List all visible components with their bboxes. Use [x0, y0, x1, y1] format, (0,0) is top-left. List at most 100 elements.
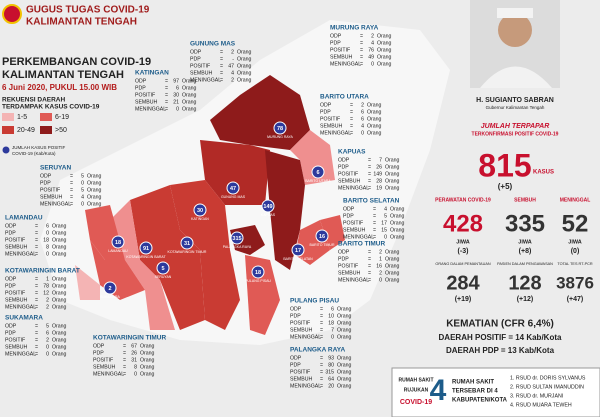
row-label: PDP	[5, 230, 16, 236]
row-label: PDP	[290, 313, 301, 319]
row-label: PDP	[343, 213, 354, 219]
hospital-box	[391, 367, 600, 417]
unit: Orang	[52, 223, 67, 229]
equals: =	[123, 364, 126, 370]
row-label: ODP	[135, 78, 147, 84]
row-label: ODP	[290, 306, 302, 312]
row-value: 47	[228, 63, 234, 69]
equals: =	[368, 256, 371, 262]
equals: =	[220, 56, 223, 62]
row-label: PDP	[330, 40, 341, 46]
row-value: 6	[361, 109, 364, 115]
equals: =	[70, 194, 73, 200]
row-value: 0	[371, 61, 374, 67]
unit: Orang	[377, 61, 392, 67]
row-label: SEMBUH	[190, 70, 212, 76]
row-value: 15	[381, 227, 387, 233]
unit: Orang	[385, 256, 400, 262]
marker-value: 149	[263, 204, 272, 210]
row-value: 26	[376, 164, 382, 170]
region-barito-timur	[320, 215, 345, 250]
equals: =	[165, 78, 168, 84]
row-value: 315	[325, 369, 334, 375]
stat2-delta: (+19)	[455, 296, 472, 303]
equals: =	[35, 344, 38, 350]
row-value: 0	[46, 230, 49, 236]
equals: =	[220, 49, 223, 55]
unit: Orang	[377, 33, 392, 39]
row-label: SEMBUH	[135, 99, 157, 105]
row-label: MENINGGAL	[190, 77, 221, 83]
unit: Orang	[182, 85, 197, 91]
map-marker	[291, 243, 305, 257]
unit: Orang	[385, 171, 400, 177]
map-region-name: SERUYAN	[155, 275, 172, 279]
legend-item: 1-5	[17, 114, 27, 121]
row-value: 2	[379, 249, 382, 255]
row-value: 4	[231, 70, 234, 76]
legend-item: >50	[55, 127, 67, 134]
hospital-desc: KABUPATEN/KOTA	[452, 398, 508, 404]
unit: Orang	[52, 304, 67, 310]
map-region-name: GUNUNG MAS	[221, 195, 246, 199]
unit: Orang	[367, 123, 382, 129]
marker-value: 91	[143, 246, 149, 252]
map-marker	[193, 203, 207, 217]
map-region-name: KOTAWARINGIN BARAT	[126, 255, 166, 259]
row-value: 80	[328, 362, 334, 368]
hospital-desc: TERSEBAR DI 4	[452, 389, 498, 395]
unit: Orang	[87, 201, 102, 207]
unit: Orang	[385, 164, 400, 170]
hospital-label: RUJUKAN	[404, 387, 429, 393]
row-label: POSITIF	[338, 171, 358, 177]
region-name: KOTAWARINGIN TIMUR	[93, 335, 166, 342]
photo-cap	[497, 8, 533, 18]
row-label: ODP	[338, 157, 350, 163]
equals: =	[360, 33, 363, 39]
row-label: MENINGGAL	[290, 334, 321, 340]
row-label: PDP	[190, 56, 201, 62]
map-marker	[111, 235, 125, 249]
map	[75, 75, 345, 335]
map-region-name: BARITO TIMUR	[310, 243, 335, 247]
equals: =	[35, 276, 38, 282]
row-label: SEMBUH	[290, 376, 312, 382]
row-label: MENINGGAL	[5, 251, 36, 257]
row-value: 8	[134, 364, 137, 370]
equals: =	[368, 164, 371, 170]
unit: Orang	[182, 92, 197, 98]
row-value: 26	[131, 350, 137, 356]
legend-swatch	[40, 126, 52, 134]
row-value: 0	[134, 371, 137, 377]
row-label: ODP	[93, 343, 105, 349]
unit: Orang	[140, 350, 155, 356]
equals: =	[165, 92, 168, 98]
row-value: 78	[43, 283, 49, 289]
row-value: 2	[46, 337, 49, 343]
row-label: SEMBUH	[5, 244, 27, 250]
unit: Orang	[390, 227, 405, 233]
map-region-name: KAPUAS	[261, 213, 276, 217]
daerah-pdp: DAERAH PDP = 13 Kab/Kota	[446, 346, 555, 355]
equals: =	[35, 337, 38, 343]
stat2-label: TOTAL TES RT-PCR	[557, 262, 592, 266]
equals: =	[123, 357, 126, 363]
region-gunung-mas	[200, 140, 270, 205]
stat2-value: 3876	[556, 273, 594, 292]
equals: =	[350, 102, 353, 108]
row-value: -	[232, 56, 234, 62]
row-value: 5	[81, 187, 84, 193]
summary-subheading: TERKONFIRMASI POSITIF COVID-19	[472, 131, 559, 137]
row-value: 19	[376, 185, 382, 191]
row-label: POSITIF	[40, 187, 60, 193]
unit: Orang	[182, 106, 197, 112]
equals: =	[320, 334, 323, 340]
unit: Orang	[337, 355, 352, 361]
unit: Orang	[52, 337, 67, 343]
equals: =	[360, 40, 363, 46]
equals: =	[350, 109, 353, 115]
row-label: SEMBUH	[338, 178, 360, 184]
equals: =	[35, 251, 38, 257]
row-value: 5	[81, 173, 84, 179]
row-value: 0	[46, 351, 49, 357]
